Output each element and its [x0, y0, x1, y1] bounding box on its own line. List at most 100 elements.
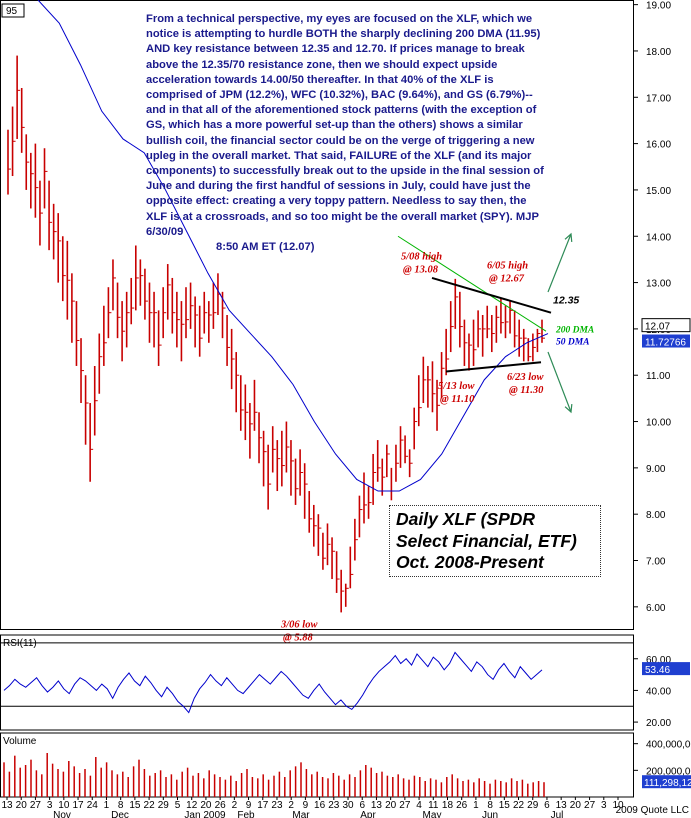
x-month-label: Jan 2009 [184, 810, 226, 818]
volume-ytick-label: 400,000,00 [646, 740, 691, 751]
x-month-label: Mar [292, 810, 310, 818]
x-tick-label: 26 [456, 800, 468, 811]
x-tick-label: 15 [129, 800, 141, 811]
x-month-label: Apr [360, 810, 376, 818]
corner-label-box [1, 3, 25, 18]
title-line-1: Daily XLF (SPDR [396, 509, 536, 529]
volume-value-label: 111,298,12 [644, 778, 691, 789]
x-tick-label: 20 [385, 800, 397, 811]
title-line-2: Select Financial, ETF) [396, 530, 577, 551]
ma50-line [37, 0, 549, 492]
x-month-label: Nov [53, 810, 71, 818]
rsi-value-label: 53.46 [645, 665, 670, 676]
annotation-value: @ 5.88 [283, 633, 313, 644]
x-tick-label: 20 [200, 800, 212, 811]
rsi-ytick-label: 60.00 [646, 655, 671, 666]
price-ytick-label: 8.00 [646, 510, 666, 521]
x-tick-label: 24 [87, 800, 99, 811]
rsi-ytick-label: 20.00 [646, 718, 671, 729]
x-tick-label: 5 [175, 800, 181, 811]
price-frame [0, 0, 634, 630]
resistance-level-label: 12.35 [553, 294, 579, 306]
x-tick-label: 1 [104, 800, 110, 811]
x-tick-label: 30 [342, 800, 354, 811]
downside-arrow-shaft [547, 351, 572, 413]
ma200-line [397, 235, 547, 332]
price-ytick-label: 13.00 [646, 279, 671, 290]
ma200-label: 200 DMA [555, 326, 594, 336]
x-tick-label: 12 [186, 800, 198, 811]
x-tick-label: 8 [118, 800, 124, 811]
support-trendline [445, 361, 542, 373]
upside-arrow-shaft [547, 233, 572, 293]
x-tick-label: 13 [371, 800, 383, 811]
volume-ytick-label: 200,000,00 [646, 766, 691, 777]
x-tick-label: 22 [513, 800, 525, 811]
x-tick-label: 29 [158, 800, 170, 811]
annotation-value: @ 11.30 [509, 385, 544, 396]
x-tick-label: 26 [215, 800, 227, 811]
ma50-label: 50 DMA [556, 338, 590, 348]
x-tick-label: 10 [58, 800, 70, 811]
x-tick-label: 20 [570, 800, 582, 811]
x-tick-label: 6 [544, 800, 550, 811]
last-price-label: 12.07 [645, 322, 670, 333]
x-tick-label: 27 [399, 800, 411, 811]
price-panel: 6.007.008.009.0010.0011.0012.0013.0014.0… [0, 0, 691, 644]
price-ytick-label: 10.00 [646, 418, 671, 429]
volume-panel: Volume 200,000,00 400,000,00 111,298,12 [0, 732, 691, 798]
x-tick-label: 18 [442, 800, 454, 811]
rsi-title: RSI(11) [3, 638, 37, 649]
commentary-timestamp: 8:50 AM ET (12.07) [216, 241, 315, 254]
x-tick-label: 1 [473, 800, 479, 811]
annotation-label: 6/23 low [507, 372, 544, 383]
x-tick-label: 2 [232, 800, 238, 811]
annotation-label: 3/06 low [280, 620, 318, 631]
price-ytick-label: 16.00 [646, 140, 671, 151]
resistance-trendline [431, 276, 552, 314]
copyright-label: 2009 Quote LLC [616, 805, 689, 816]
x-tick-label: 9 [303, 800, 309, 811]
last-price-box [641, 318, 691, 333]
annotation-value: @ 13.08 [403, 264, 439, 275]
x-tick-label: 3 [47, 800, 53, 811]
x-month-label: Jun [482, 810, 498, 818]
x-tick-label: 23 [328, 800, 340, 811]
annotation-label: 6/05 high [487, 261, 528, 272]
x-tick-label: 22 [144, 800, 156, 811]
price-ytick-label: 18.00 [646, 47, 671, 58]
corner-label: 95 [6, 6, 18, 17]
x-tick-label: 6 [359, 800, 365, 811]
x-tick-label: 29 [527, 800, 539, 811]
rsi-ytick-label: 40.00 [646, 686, 671, 697]
price-ytick-label: 6.00 [646, 603, 666, 614]
upside-arrow-head [564, 232, 573, 243]
price-ytick-label: 19.00 [646, 1, 671, 12]
commentary-paragraph: From a technical perspective, my eyes ar… [146, 13, 544, 238]
x-tick-label: 20 [16, 800, 28, 811]
downside-arrow-head [564, 403, 573, 414]
price-ytick-label: 17.00 [646, 93, 671, 104]
x-tick-label: 27 [584, 800, 596, 811]
x-tick-label: 11 [428, 800, 439, 811]
x-tick-label: 23 [271, 800, 283, 811]
price-ytick-label: 9.00 [646, 464, 666, 475]
annotation-value: @ 12.67 [489, 274, 525, 285]
volume-value-box [642, 775, 691, 789]
x-tick-label: 27 [30, 800, 42, 811]
x-tick-label: 13 [556, 800, 568, 811]
commentary-text-block: From a technical perspective, my eyes ar… [146, 12, 546, 255]
x-month-label: May [423, 810, 442, 818]
x-tick-label: 16 [314, 800, 326, 811]
annotation-value: @ 11.10 [440, 394, 475, 405]
x-tick-label: 15 [499, 800, 511, 811]
price-ytick-label: 14.00 [646, 232, 671, 243]
x-tick-label: 10 [612, 800, 624, 811]
price-ytick-label: 7.00 [646, 557, 666, 568]
price-ytick-label: 11.00 [646, 371, 671, 382]
x-axis: 13 20 27 3 10 17 24 1 8 15 22 29 5 12 20 26 2 9 17 23 2 9 16 23… [1, 797, 689, 818]
x-tick-label: 17 [72, 800, 84, 811]
x-tick-label: 9 [246, 800, 252, 811]
